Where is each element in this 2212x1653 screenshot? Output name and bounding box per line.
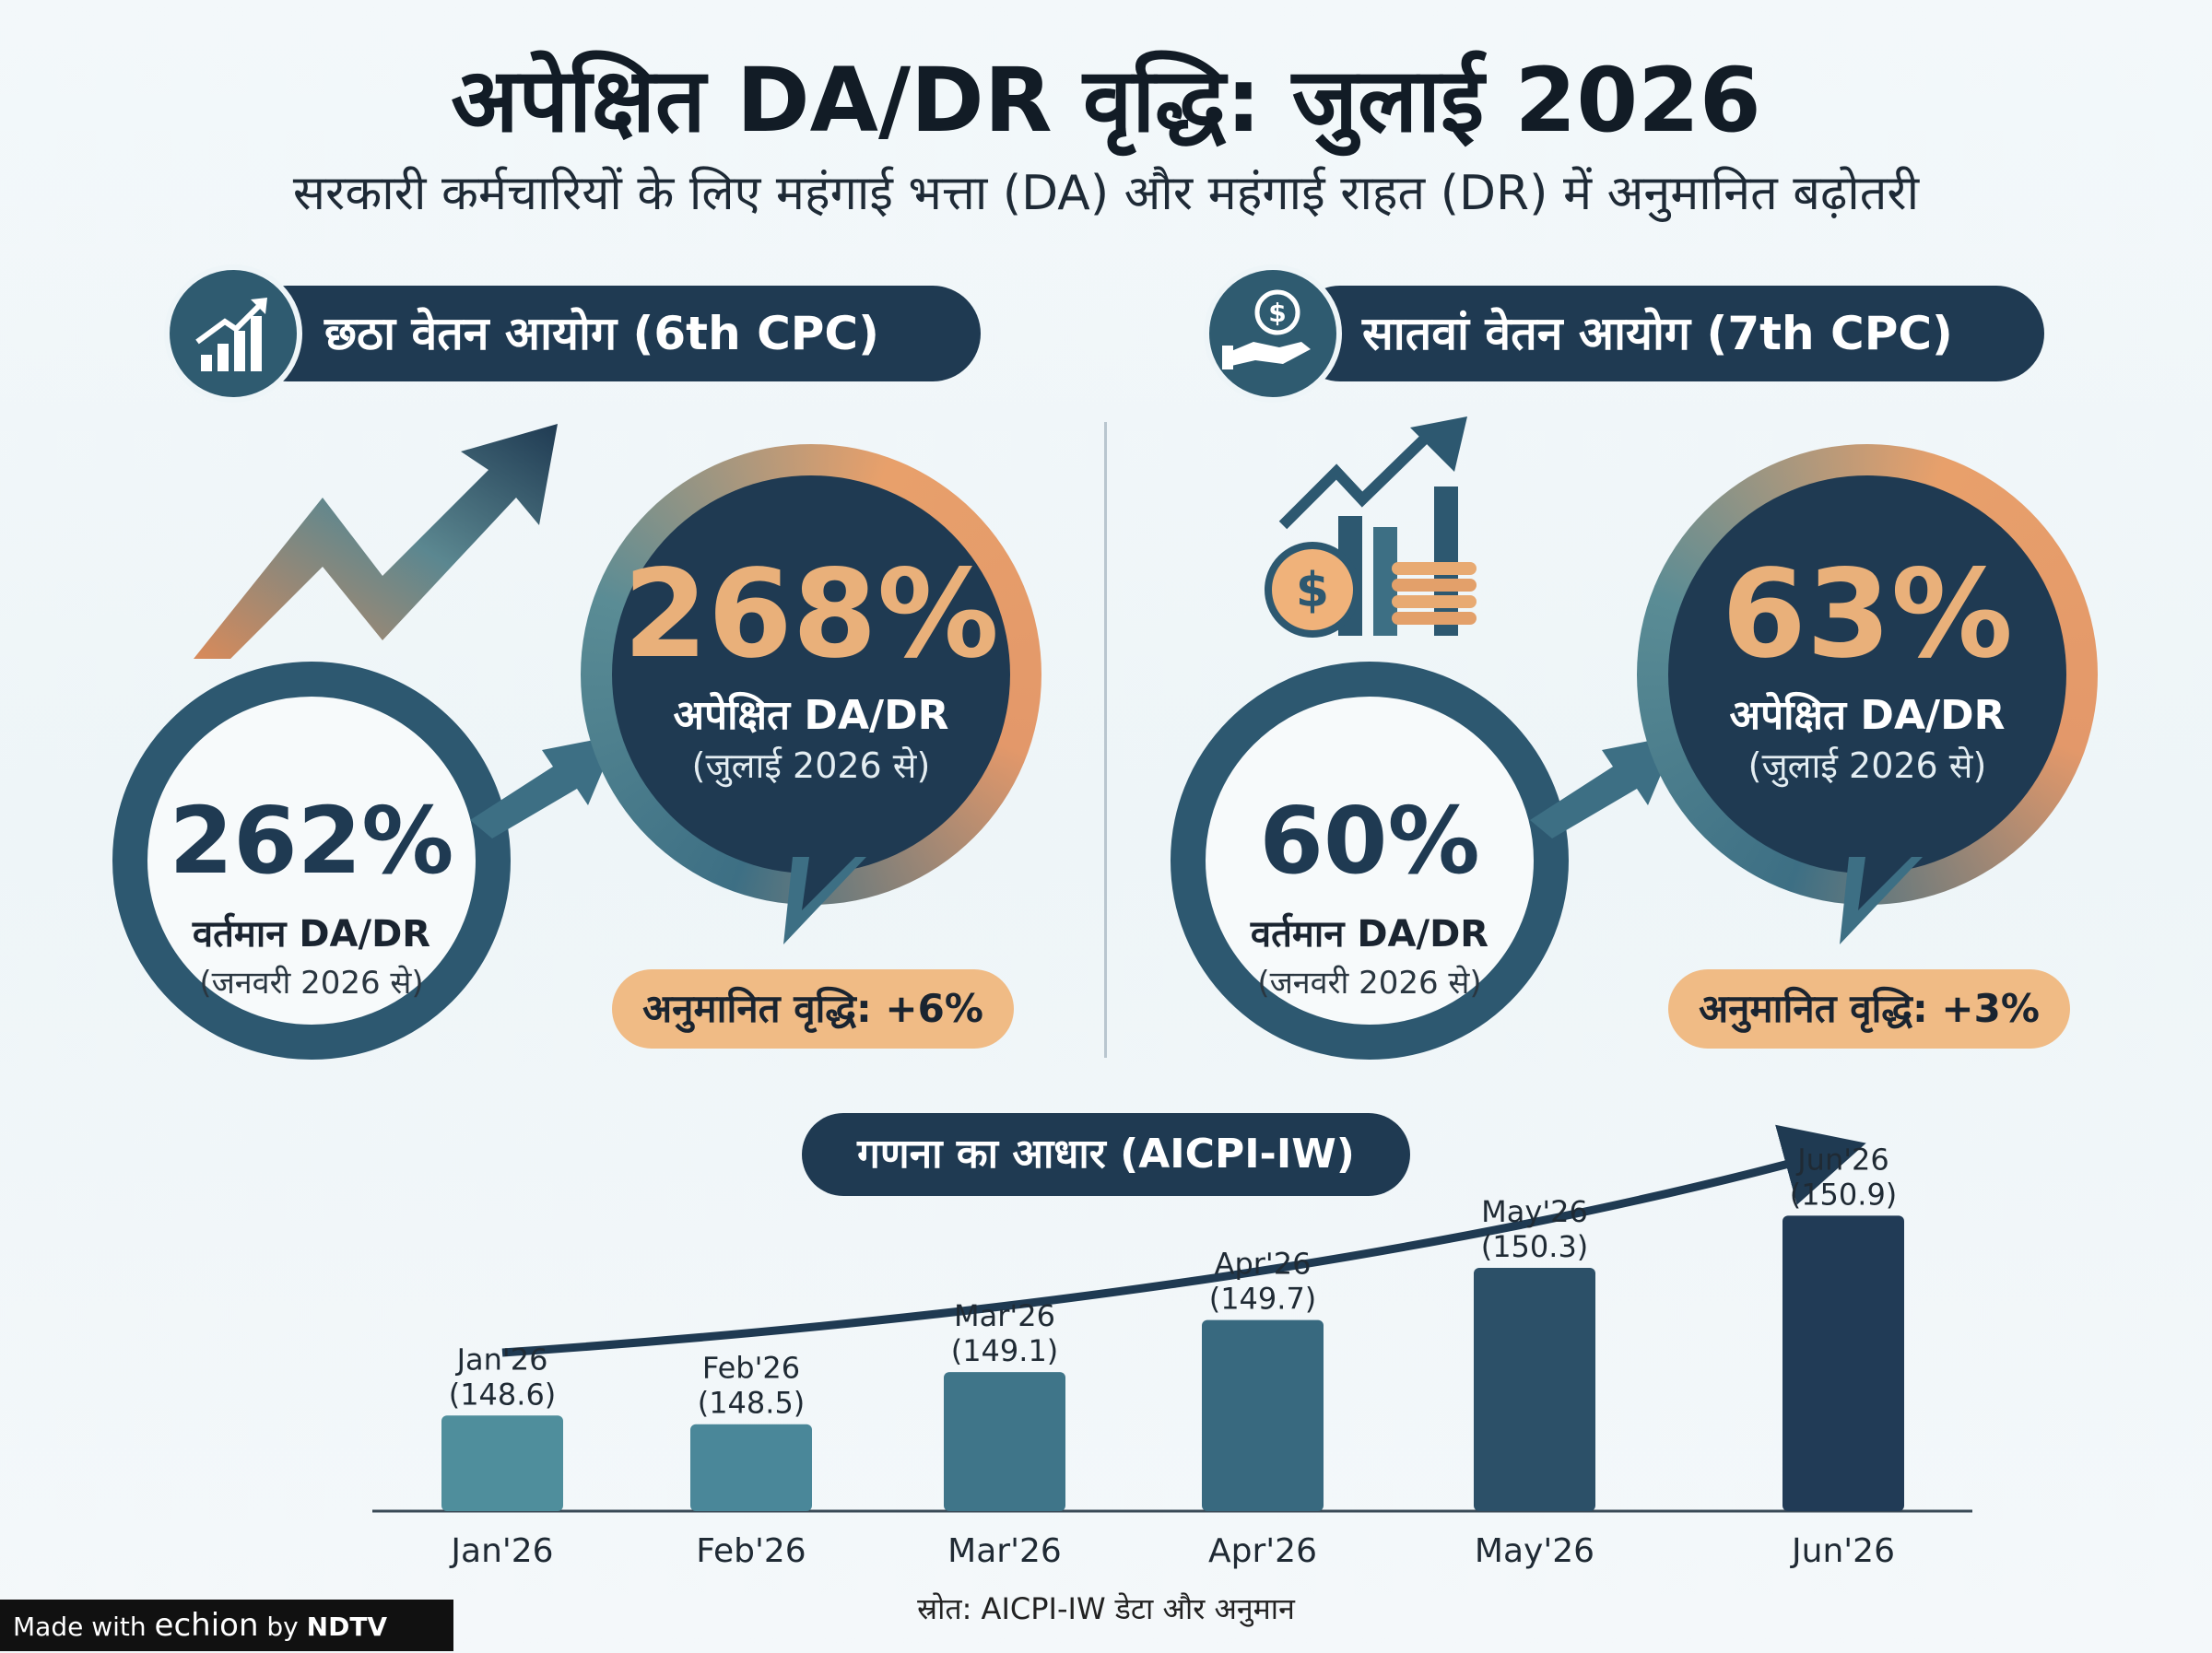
cpc7-bubble-tail — [1840, 857, 1923, 944]
footer-made-with: Made with — [13, 1612, 147, 1642]
x-tick-label-3: Apr'26 — [1208, 1532, 1317, 1570]
cpc7-current-value: 60% — [1259, 787, 1480, 895]
bar-top-label-2: Mar'26 — [954, 1298, 1055, 1333]
cpc6-increase-badge: अनुमानित वृद्धि: +6% — [612, 969, 1014, 1049]
bar-top-label-3: Apr'26 — [1215, 1247, 1312, 1282]
cpc6-expected-inner — [612, 475, 1010, 873]
cpc7-header-pill: सातवां वेतन आयोग (7th CPC) — [1292, 286, 2044, 381]
bar-value-label-5: (150.9) — [1790, 1177, 1898, 1212]
bar-chart-growth-icon — [164, 264, 302, 403]
bar-top-label-4: May'26 — [1481, 1194, 1588, 1229]
cpc7-expected-ring: 63% अपेक्षित DA/DR (जुलाई 2026 से) — [1637, 444, 2098, 905]
cpc6-connector-arrow-icon — [470, 735, 618, 838]
svg-text:$: $ — [1268, 298, 1286, 328]
made-with-footer: Made with echion by NDTV — [0, 1600, 453, 1651]
basis-title-pill: गणना का आधार (AICPI-IW) — [802, 1113, 1410, 1196]
cpc6-current-sub: (जनवरी 2026 से) — [199, 965, 424, 1002]
bar-2 — [944, 1372, 1065, 1511]
x-tick-label-5: Jun'26 — [1790, 1532, 1895, 1570]
growth-zigzag-arrow-icon — [194, 424, 558, 659]
cpc7-current-ring: 60% वर्तमान DA/DR (जनवरी 2026 से) — [1171, 662, 1569, 1060]
footer-publisher: NDTV — [306, 1612, 388, 1642]
bar-top-label-1: Feb'26 — [702, 1351, 800, 1386]
svg-text:$: $ — [1296, 563, 1329, 618]
x-tick-label-4: May'26 — [1475, 1532, 1594, 1570]
bar-3 — [1202, 1319, 1324, 1511]
cpc6-expected-value: 268% — [623, 544, 999, 686]
bar-value-label-3: (149.7) — [1209, 1282, 1317, 1317]
page-title: अपेक्षित DA/DR वृद्धि: जुलाई 2026 — [451, 49, 1761, 152]
cpc7-expected-sub: (जुलाई 2026 से) — [1747, 745, 1987, 786]
bar-value-label-4: (150.3) — [1481, 1229, 1589, 1264]
cpc6-expected-ring: 268% अपेक्षित DA/DR (जुलाई 2026 से) — [581, 444, 1041, 905]
bar-5 — [1783, 1215, 1904, 1511]
bar-4 — [1474, 1268, 1595, 1511]
cpc7-current-label: वर्तमान DA/DR — [1250, 913, 1489, 955]
cpc6-expected-sub: (जुलाई 2026 से) — [691, 745, 931, 786]
bar-top-label-0: Jan'26 — [455, 1342, 548, 1377]
basis-title: गणना का आधार (AICPI-IW) — [857, 1131, 1355, 1178]
cpc7-expected-inner — [1668, 475, 2066, 873]
bar-value-label-1: (148.5) — [698, 1386, 806, 1421]
cpc7-expected-label: अपेक्षित DA/DR — [1729, 692, 2006, 739]
cpc7-increase-badge: अनुमानित वृद्धि: +3% — [1668, 969, 2070, 1049]
footer-brand: echion — [154, 1607, 259, 1644]
cpc7-header-text: सातवां वेतन आयोग (7th CPC) — [1362, 307, 1953, 360]
page-subtitle: सरकारी कर्मचारियों के लिए महंगाई भत्ता (… — [292, 166, 1920, 221]
panel-divider — [1104, 422, 1107, 1058]
source-note: स्रोत: AICPI-IW डेटा और अनुमान — [917, 1591, 1295, 1626]
trend-arrow — [501, 1124, 1866, 1357]
x-tick-label-0: Jan'26 — [449, 1532, 553, 1570]
bar-top-label-5: Jun'26 — [1795, 1142, 1889, 1177]
x-tick-label-2: Mar'26 — [947, 1532, 1062, 1570]
cpc6-header-text: छठा वेतन आयोग (6th CPC) — [324, 307, 879, 360]
cpc7-connector-arrow-icon — [1530, 735, 1677, 838]
aicpi-bar-chart: Jan'26(148.6)Jan'26Feb'26(148.5)Feb'26Ma… — [372, 1124, 1972, 1570]
footer-by: by — [266, 1612, 299, 1642]
bar-value-label-0: (148.6) — [449, 1377, 557, 1412]
coins-growth-icon: $ — [1265, 416, 1477, 638]
hand-coin-icon: $ — [1204, 264, 1342, 403]
cpc6-bubble-tail — [783, 857, 866, 944]
cpc6-current-value: 262% — [169, 787, 454, 895]
cpc6-expected-label: अपेक्षित DA/DR — [673, 692, 949, 739]
cpc6-header-pill: छठा वेतन आयोग (6th CPC) — [240, 286, 981, 381]
x-tick-label-1: Feb'26 — [696, 1532, 806, 1570]
bar-0 — [441, 1415, 563, 1511]
bar-value-label-2: (149.1) — [951, 1333, 1059, 1368]
cpc6-current-label: वर्तमान DA/DR — [192, 913, 431, 955]
cpc7-current-sub: (जनवरी 2026 से) — [1257, 965, 1482, 1002]
bar-1 — [690, 1424, 812, 1511]
cpc7-expected-value: 63% — [1722, 544, 2013, 686]
cpc6-current-ring: 262% वर्तमान DA/DR (जनवरी 2026 से) — [112, 662, 511, 1060]
